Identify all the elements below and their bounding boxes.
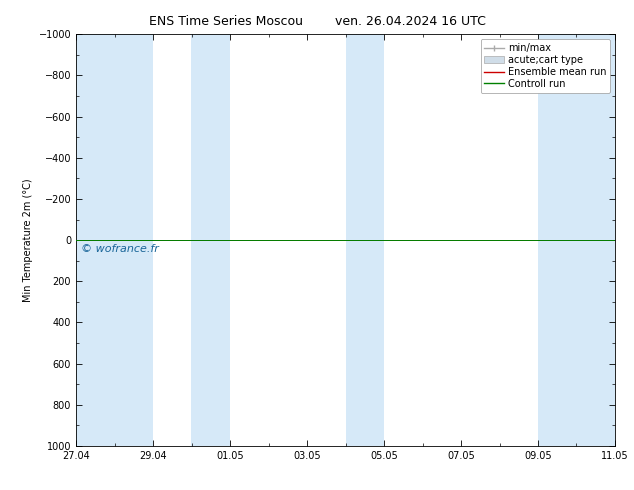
Legend: min/max, acute;cart type, Ensemble mean run, Controll run: min/max, acute;cart type, Ensemble mean … [481, 39, 610, 93]
Text: © wofrance.fr: © wofrance.fr [81, 244, 159, 254]
Y-axis label: Min Temperature 2m (°C): Min Temperature 2m (°C) [23, 178, 33, 302]
Bar [538, 34, 615, 446]
Bar [346, 34, 384, 446]
Text: ENS Time Series Moscou        ven. 26.04.2024 16 UTC: ENS Time Series Moscou ven. 26.04.2024 1… [148, 15, 486, 28]
Bar [76, 34, 153, 446]
Bar [191, 34, 230, 446]
